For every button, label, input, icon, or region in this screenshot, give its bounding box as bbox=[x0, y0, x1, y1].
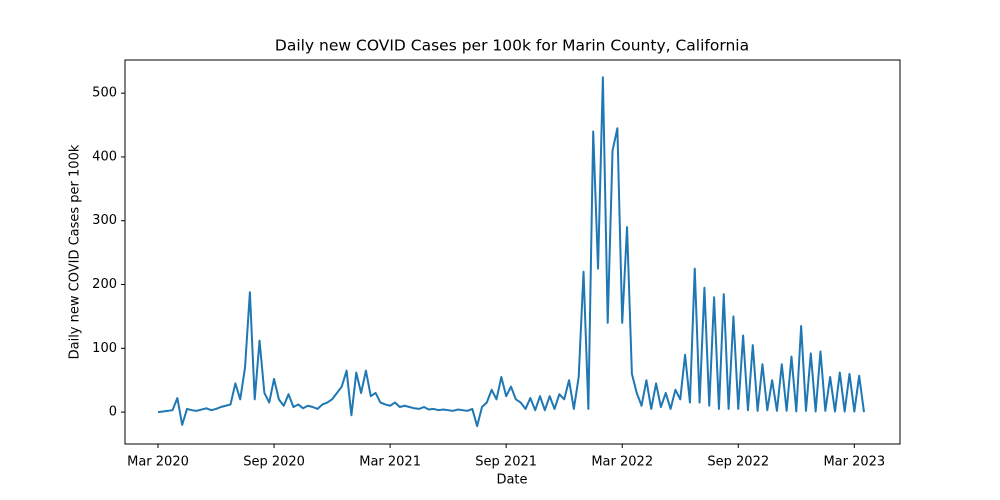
y-tick-label: 400 bbox=[92, 149, 117, 164]
chart-title: Daily new COVID Cases per 100k for Marin… bbox=[275, 37, 749, 55]
y-tick-label: 100 bbox=[92, 341, 117, 356]
y-axis-label: Daily new COVID Cases per 100k bbox=[68, 144, 83, 359]
plot-frame bbox=[124, 59, 901, 445]
y-tick-label: 200 bbox=[92, 277, 117, 292]
data-line bbox=[157, 76, 865, 428]
x-axis-label: Date bbox=[496, 473, 527, 488]
x-tick-label: Mar 2021 bbox=[359, 455, 421, 470]
x-tick-label: Mar 2022 bbox=[591, 455, 653, 470]
x-tick-label: Sep 2021 bbox=[475, 455, 537, 470]
x-tick-label: Sep 2020 bbox=[243, 455, 305, 470]
x-tick-label: Sep 2022 bbox=[707, 455, 769, 470]
y-tick-label: 500 bbox=[92, 86, 117, 101]
y-tick-label: 0 bbox=[109, 405, 117, 420]
x-tick-label: Mar 2020 bbox=[127, 455, 189, 470]
x-tick-label: Mar 2023 bbox=[823, 455, 885, 470]
y-tick-label: 300 bbox=[92, 213, 117, 228]
